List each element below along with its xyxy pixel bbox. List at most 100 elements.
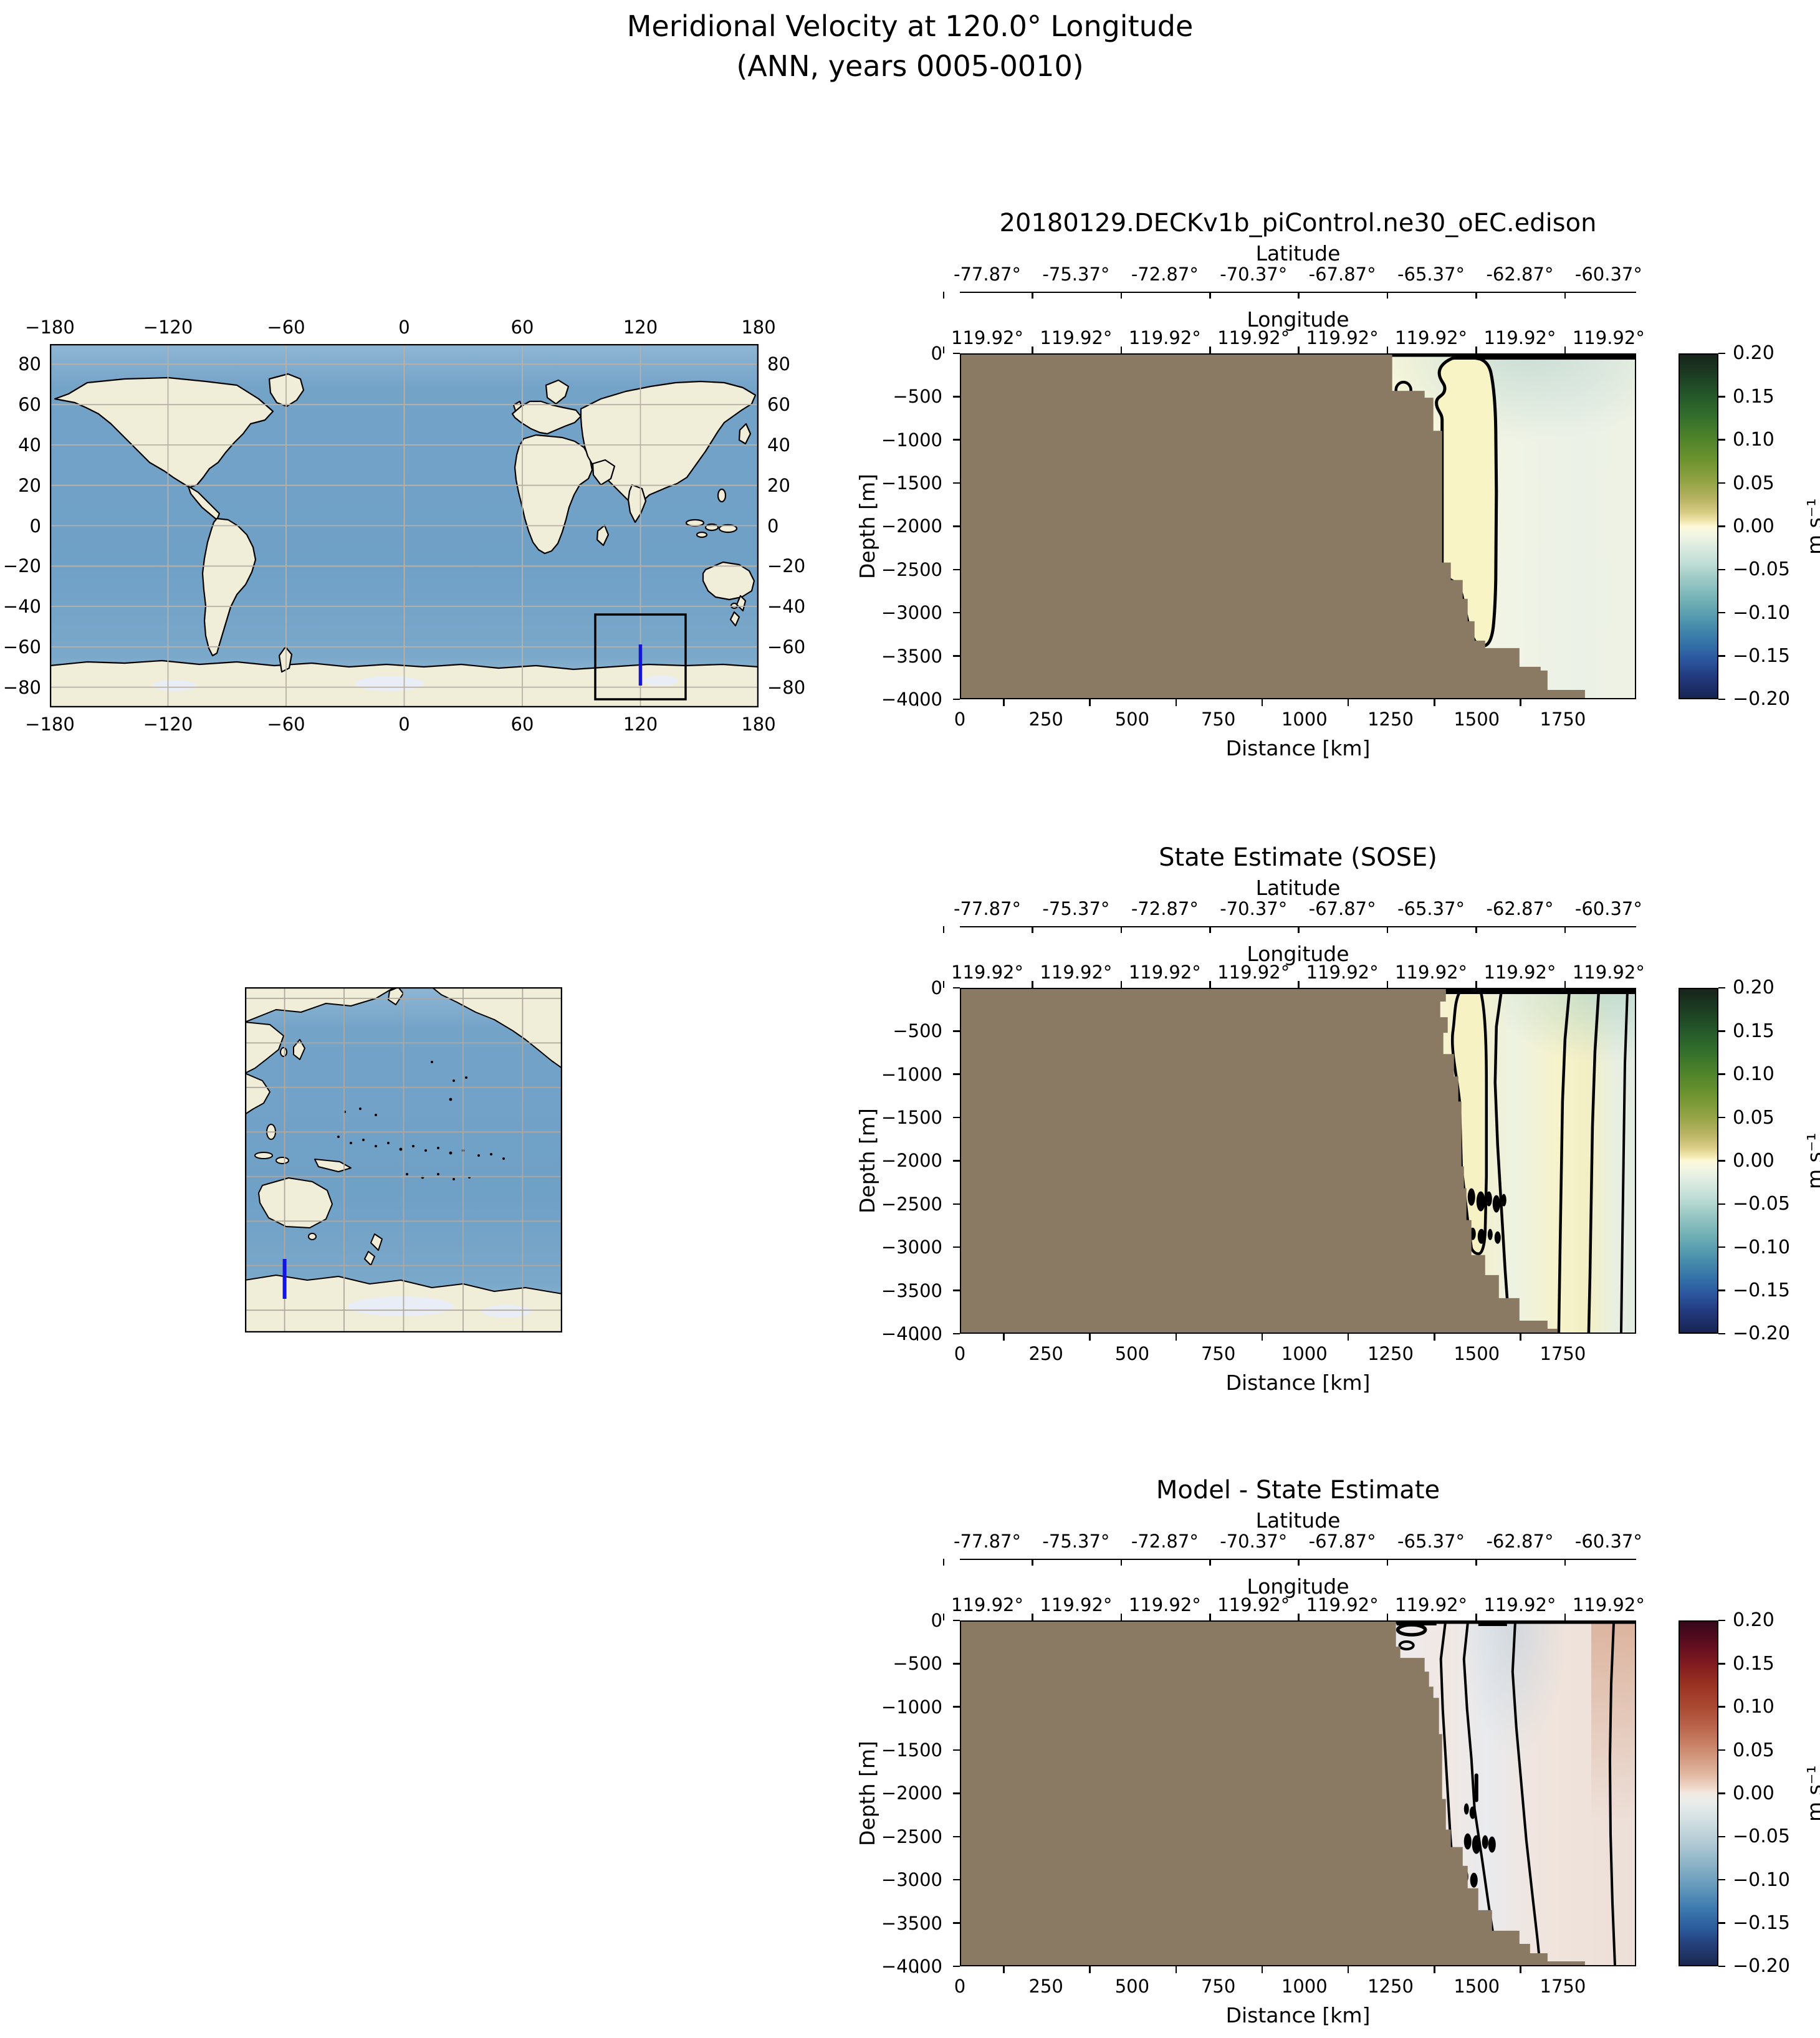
new-zealand-north <box>370 1233 383 1251</box>
depth-tick-labels: 0 −500 −1000 −1500 −2000 −2500 −3000 −3500 −4000 <box>881 977 942 1344</box>
colorbar-unit-label: m s⁻¹ <box>1803 498 1820 555</box>
arabia <box>592 459 616 486</box>
philippines <box>717 488 727 503</box>
world-map-lat-labels-right: 80 60 40 20 0 −20 −40 −60 −80 <box>767 353 806 698</box>
zero-contour-column <box>1450 989 1488 1256</box>
australia <box>258 1177 333 1228</box>
colorbar <box>1679 1620 1718 1966</box>
longitude-axis-label: Longitude <box>1247 942 1349 966</box>
surface-contour-strip <box>1454 355 1635 360</box>
colorbar-ticks <box>1718 332 1727 720</box>
indonesia-island <box>685 519 705 527</box>
distance-tick-labels: 0 250 500 750 1000 1250 1500 1750 <box>954 1976 1586 1997</box>
world-map-lon-labels-top: −180 −120 −60 0 60 120 180 <box>25 317 776 338</box>
latitude-axis-label: Latitude <box>1255 1508 1341 1533</box>
indonesia-island <box>275 1157 289 1164</box>
indonesia-island <box>696 531 708 538</box>
zero-contour-line <box>1619 990 1629 1332</box>
pacific-islands <box>337 1061 505 1180</box>
distance-axis-ticks <box>916 1334 1606 1341</box>
europe <box>511 400 582 435</box>
depth-axis-ticks <box>952 1599 960 1988</box>
sose-section-canvas <box>961 989 1635 1332</box>
colorbar-tick-labels: 0.20 0.15 0.10 0.05 0.00 −0.05 −0.10 −0.15 −0.20 <box>1733 342 1790 710</box>
ice-shelves <box>348 1296 532 1318</box>
bathymetry <box>961 1622 1585 1965</box>
map-border <box>245 987 562 1332</box>
scandinavia <box>545 379 570 405</box>
east-asia-coast <box>245 1021 284 1074</box>
model-section-canvas <box>961 355 1635 698</box>
latitude-tick-labels: -77.87° -75.37° -72.87° -70.37° -67.87° -65.3… <box>954 1531 1642 1552</box>
antarctic-peninsula <box>278 646 293 673</box>
siberia <box>245 987 395 1023</box>
colorbar-tick-labels: 0.20 0.15 0.10 0.05 0.00 −0.05 −0.10 −0.15 −0.20 <box>1733 1609 1790 1978</box>
india <box>627 484 647 524</box>
latitude-tick-labels: -77.87° -75.37° -72.87° -70.37° -67.87° -65.3… <box>954 264 1642 285</box>
zero-contour-line <box>1557 990 1571 1332</box>
depth-tick-labels: 0 −500 −1000 −1500 −2000 −2500 −3000 −3500 −4000 <box>881 1609 942 1977</box>
model-section-plot <box>960 353 1636 699</box>
indonesia-island <box>254 1152 273 1159</box>
new-guinea <box>718 524 738 533</box>
longitude-axis-ticks <box>942 347 1653 353</box>
latitude-tick-labels: -77.87° -75.37° -72.87° -70.37° -67.87° -65.3… <box>954 898 1642 919</box>
china-coast <box>245 1073 271 1115</box>
latitude-axis-label: Latitude <box>1255 241 1341 266</box>
figure-title-line2: (ANN, years 0005-0010) <box>736 49 1084 84</box>
depth-tick-labels: 0 −500 −1000 −1500 −2000 −2500 −3000 −3500 −4000 <box>881 342 942 710</box>
distance-axis-ticks <box>916 1966 1606 1973</box>
zero-contour-line <box>1587 990 1601 1332</box>
colorbar <box>1679 988 1718 1334</box>
surface-contour-strip <box>1445 989 1635 995</box>
bathymetry <box>961 989 1558 1332</box>
colorbar <box>1679 353 1718 699</box>
panel-title: 20180129.DECKv1b_piControl.ne30_oEC.edis… <box>999 209 1597 237</box>
panel-title: State Estimate (SOSE) <box>1159 843 1437 872</box>
depth-axis-ticks <box>952 966 960 1355</box>
deep-eddy-contours <box>1462 1773 1496 1888</box>
difference-section-plot <box>960 1620 1636 1966</box>
figure-title-line1: Meridional Velocity at 120.0° Longitude <box>626 9 1194 43</box>
longitude-tick-labels: 119.92° 119.92° 119.92° 119.92° 119.92° 119.9… <box>951 327 1645 348</box>
longitude-axis-ticks <box>942 1614 1653 1620</box>
japan <box>293 1039 305 1060</box>
indonesia-island <box>704 523 719 532</box>
distance-tick-labels: 0 250 500 750 1000 1250 1500 1750 <box>954 709 1586 730</box>
panel-title: Model - State Estimate <box>1156 1476 1440 1505</box>
latitude-axis-ticks <box>942 1559 1653 1566</box>
japan <box>738 423 752 445</box>
sose-section-plot <box>960 988 1636 1334</box>
longitude-axis-ticks <box>942 981 1653 988</box>
colorbar-tick-labels: 0.20 0.15 0.10 0.05 0.00 −0.05 −0.10 −0.15 −0.20 <box>1733 977 1790 1345</box>
longitude-axis-label: Longitude <box>1247 1574 1349 1599</box>
colorbar-ticks <box>1718 966 1727 1355</box>
longitude-axis-label: Longitude <box>1247 307 1349 332</box>
colorbar-unit-label: m s⁻¹ <box>1803 1132 1820 1189</box>
new-zealand-north <box>735 595 747 612</box>
distance-tick-labels: 0 250 500 750 1000 1250 1500 1750 <box>954 1343 1586 1364</box>
world-map-canvas <box>50 344 759 707</box>
madagascar <box>596 524 610 547</box>
colorbar-ticks <box>1718 1599 1727 1988</box>
region-map <box>245 987 562 1332</box>
longitude-tick-labels: 119.92° 119.92° 119.92° 119.92° 119.92° 119.9… <box>951 962 1645 983</box>
new-guinea <box>314 1159 352 1172</box>
korea <box>280 1047 287 1057</box>
latitude-axis-label: Latitude <box>1255 876 1341 900</box>
alaska-north-america <box>431 987 562 1069</box>
colorbar-unit-label: m s⁻¹ <box>1803 1765 1820 1822</box>
distance-axis-label: Distance [km] <box>1225 1371 1371 1395</box>
depth-axis-ticks <box>952 332 960 720</box>
tasmania <box>308 1233 317 1240</box>
region-box <box>594 613 687 701</box>
latitude-axis-ticks <box>942 292 1653 299</box>
bathymetry <box>961 355 1585 698</box>
world-map: −180 −120 −60 0 60 120 180 −180 −120 −60 0 60 120 18… <box>3 317 805 735</box>
south-america <box>201 517 257 657</box>
depth-axis-label: Depth [m] <box>855 1741 879 1846</box>
region-map-canvas <box>245 987 562 1332</box>
distance-axis-label: Distance [km] <box>1225 2003 1371 2027</box>
new-zealand-south <box>729 611 740 627</box>
